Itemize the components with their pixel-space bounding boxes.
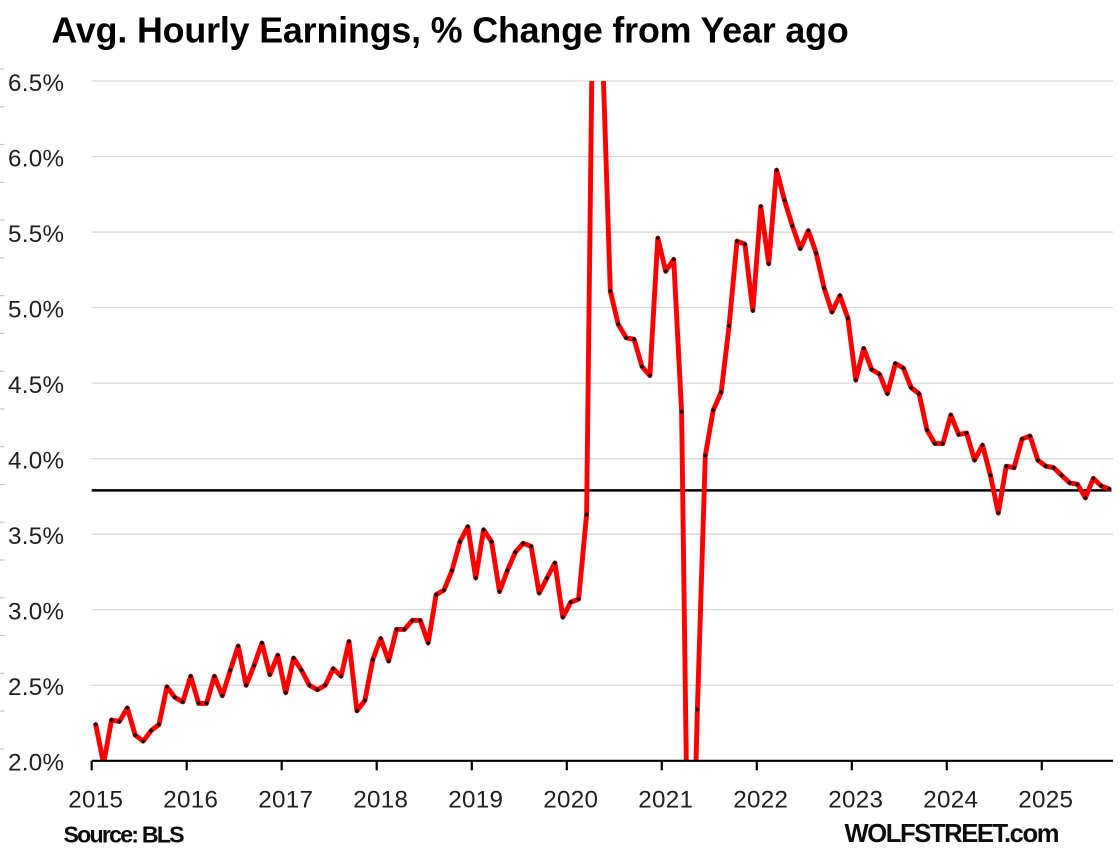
- svg-text:6.0%: 6.0%: [8, 145, 64, 172]
- svg-text:5.0%: 5.0%: [8, 296, 64, 323]
- svg-text:Source: BLS: Source: BLS: [64, 821, 185, 847]
- svg-text:2019: 2019: [448, 787, 503, 814]
- svg-text:2022: 2022: [733, 787, 788, 814]
- svg-text:2023: 2023: [828, 787, 883, 814]
- svg-text:2017: 2017: [258, 787, 313, 814]
- svg-text:2018: 2018: [353, 787, 408, 814]
- svg-text:2025: 2025: [1018, 787, 1073, 814]
- svg-text:2015: 2015: [68, 787, 123, 814]
- svg-text:2.5%: 2.5%: [8, 674, 64, 701]
- svg-text:2021: 2021: [638, 787, 693, 814]
- svg-text:2.0%: 2.0%: [8, 750, 64, 777]
- svg-text:WOLFSTREET.com: WOLFSTREET.com: [845, 820, 1059, 848]
- svg-text:3.0%: 3.0%: [8, 599, 64, 626]
- svg-text:6.5%: 6.5%: [8, 70, 64, 97]
- svg-text:4.0%: 4.0%: [8, 448, 64, 475]
- svg-text:2016: 2016: [163, 787, 218, 814]
- svg-text:3.5%: 3.5%: [8, 523, 64, 550]
- svg-text:2024: 2024: [923, 787, 978, 814]
- svg-text:5.5%: 5.5%: [8, 221, 64, 248]
- svg-text:2020: 2020: [543, 787, 598, 814]
- svg-text:4.5%: 4.5%: [8, 372, 64, 399]
- svg-text:Avg. Hourly Earnings, % Change: Avg. Hourly Earnings, % Change from Year…: [52, 11, 849, 51]
